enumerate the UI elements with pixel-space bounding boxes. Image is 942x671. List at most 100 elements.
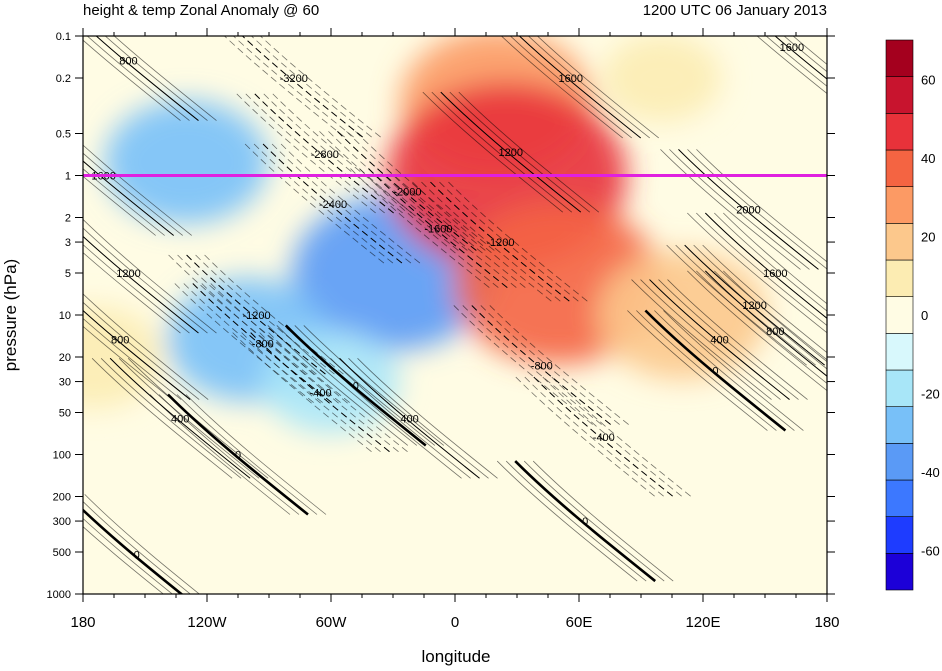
height-contour-line	[523, 460, 665, 582]
temperature-anomaly-blob	[602, 36, 721, 122]
colorbar-swatch	[885, 406, 914, 444]
height-contour-line	[241, 332, 382, 453]
plot-area: 800 -3200 -2800 -2400 -2000 -1600 -1200 -1200 -8…	[83, 36, 827, 594]
height-contour-line	[663, 310, 804, 431]
contour-label: -3200	[280, 73, 308, 85]
y-tick-label: 0.2	[56, 73, 71, 85]
height-contour-line	[696, 270, 827, 384]
contour-label: -1200	[486, 237, 514, 249]
x-tick-label: 180	[70, 614, 95, 631]
height-contour-line	[678, 149, 819, 270]
height-contour-line	[359, 168, 500, 289]
height-contour-line	[183, 283, 325, 404]
y-axis-label: pressure (hPa)	[1, 259, 20, 371]
height-contour-line	[471, 305, 613, 426]
height-contour-line	[687, 270, 827, 392]
y-tick-label: 50	[59, 408, 71, 420]
contour-label: 400	[710, 335, 728, 347]
contour-label: 1200	[499, 147, 523, 159]
height-contour-line	[83, 301, 200, 400]
height-contour-line	[186, 254, 327, 376]
height-contour-line	[422, 91, 564, 213]
height-contour-line	[294, 325, 436, 446]
contour-label: -2400	[319, 199, 347, 211]
height-contour-line	[518, 36, 642, 139]
height-contour-line	[267, 325, 409, 446]
height-contour-line	[350, 168, 491, 289]
contour-label: 400	[171, 413, 189, 425]
height-contour-line	[640, 279, 781, 400]
height-contour-line	[412, 181, 553, 303]
contour-labels: 800 -3200 -2800 -2400 -2000 -1600 -1200 -1200 -8…	[91, 42, 804, 561]
x-tick-label: 60E	[566, 614, 593, 631]
height-contour-line	[421, 181, 562, 303]
temperature-anomaly-blob	[597, 250, 768, 380]
colorbar-swatch	[885, 296, 914, 334]
contour-label: -1200	[243, 310, 271, 322]
shading-blobs	[83, 36, 768, 433]
colorbar-swatch	[885, 149, 914, 187]
height-contour-line	[348, 357, 489, 479]
height-contour-line	[263, 93, 405, 215]
chart-title: height & temp Zonal Anomaly @ 60	[83, 2, 319, 19]
height-contour-line	[113, 36, 217, 121]
height-contour-line	[357, 357, 498, 479]
height-contour-line	[118, 357, 260, 479]
height-contour-line	[524, 376, 666, 498]
height-contour-line	[723, 212, 827, 305]
y-tick-label: 1000	[47, 589, 71, 601]
contour-label: 800	[766, 326, 784, 338]
height-contour-line	[368, 168, 509, 289]
height-contour-line	[195, 254, 336, 376]
height-contour-line	[636, 310, 777, 431]
height-contour-line	[527, 36, 650, 139]
height-contour-line	[284, 324, 427, 447]
colorbar-swatch	[885, 39, 914, 77]
contour-label: 1200	[742, 300, 766, 312]
height-contour-line	[765, 36, 827, 87]
contour-label: 800	[111, 335, 129, 347]
height-contour-line	[696, 212, 827, 327]
height-contour-line	[83, 227, 208, 334]
y-tick-label: 20	[59, 352, 71, 364]
colorbar-label: 60	[921, 72, 935, 87]
height-contour-line	[262, 143, 404, 265]
contour-label: 1200	[116, 268, 140, 280]
colorbar-swatch	[885, 333, 914, 371]
colorbar-swatch	[885, 516, 914, 554]
height-contour-line	[654, 310, 795, 431]
contour-label: 800	[119, 56, 137, 68]
colorbar-swatch	[885, 259, 914, 297]
height-contour-line	[319, 131, 460, 252]
height-contour-line	[704, 212, 827, 319]
height-contour-line	[84, 494, 200, 594]
contour-label: 2000	[736, 204, 760, 216]
y-tick-label: 3	[65, 237, 71, 249]
temperature-anomaly-blob	[262, 330, 400, 433]
colorbar-label: 40	[921, 151, 935, 166]
height-contour-line	[448, 181, 589, 303]
height-contour-line	[104, 36, 208, 121]
height-contour-line	[337, 131, 478, 252]
contour-label: 0	[353, 380, 359, 392]
chart-timestamp: 1200 UTC 06 January 2013	[643, 2, 827, 19]
height-contour-line	[542, 376, 684, 498]
height-contour-line	[669, 149, 810, 270]
height-contour-line	[83, 325, 173, 400]
height-contour-line	[245, 93, 387, 215]
x-tick-label: 120E	[685, 614, 720, 631]
contour-label: 1600	[780, 42, 804, 54]
x-tick-label: 120W	[187, 614, 227, 631]
x-tick-label: 0	[451, 614, 459, 631]
y-tick-label: 0.1	[56, 31, 71, 43]
x-axis-label: longitude	[421, 647, 490, 666]
height-contour-line	[509, 36, 632, 139]
height-contour-line	[431, 91, 573, 213]
height-contour-line	[83, 218, 217, 334]
height-contour-line	[223, 36, 347, 139]
height-contour-line	[83, 517, 173, 594]
height-contour-line	[714, 270, 827, 370]
height-contour-line	[377, 168, 518, 289]
height-contour-line	[660, 149, 801, 270]
height-contour-line	[687, 212, 827, 334]
